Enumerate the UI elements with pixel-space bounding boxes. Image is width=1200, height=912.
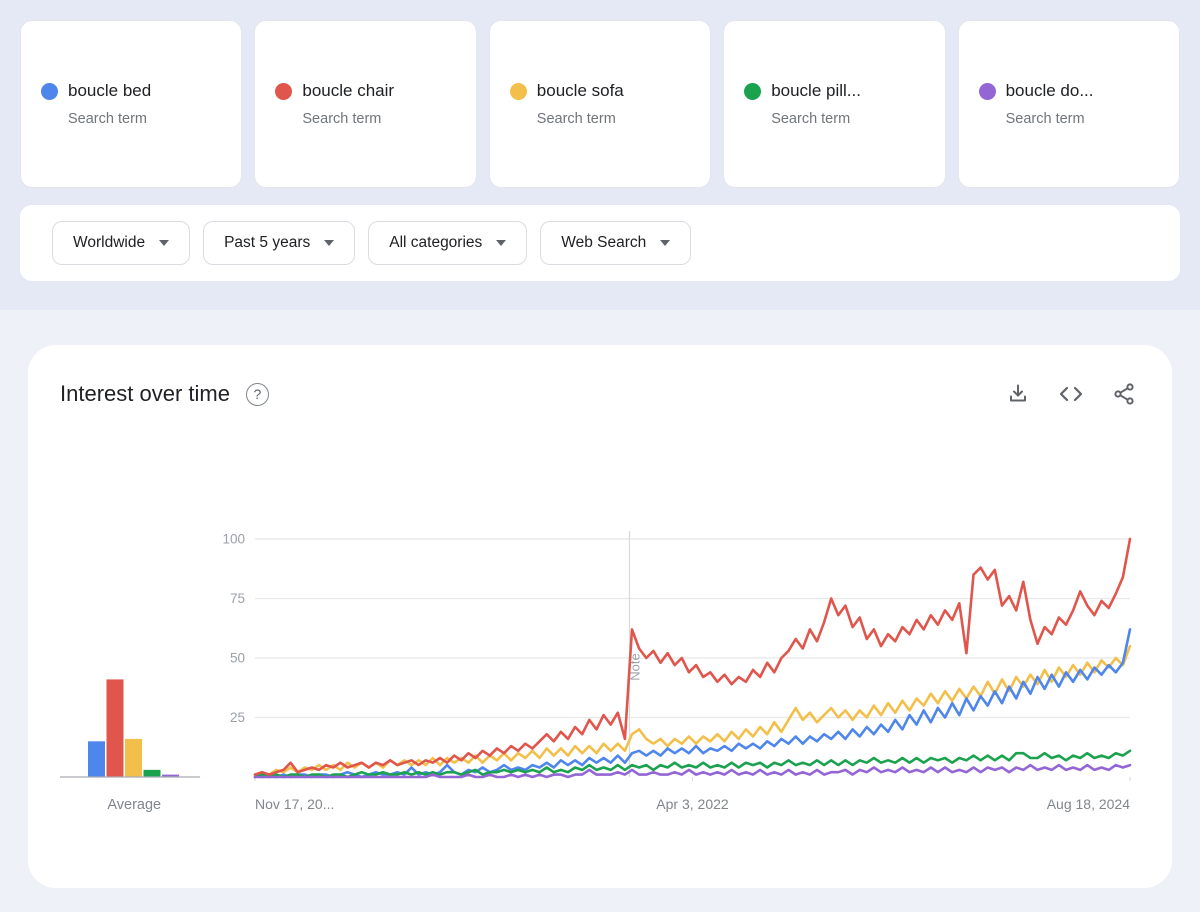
trend-line-chart[interactable]: 100 75 50 25 Note Nov 17, 20... Apr 3, 2022 Aug… bbox=[210, 527, 1140, 832]
search-terms-row: boucle bed Search term boucle chair Sear… bbox=[20, 20, 1180, 188]
term-label: boucle do... bbox=[1005, 81, 1094, 100]
term-type-label: Search term bbox=[302, 111, 382, 127]
average-chart-svg: Average bbox=[60, 679, 200, 813]
filters-bar: Worldwide Past 5 years All categories We… bbox=[20, 205, 1180, 281]
svg-text:Aug 18, 2024: Aug 18, 2024 bbox=[1047, 796, 1131, 812]
search-type-filter-label: Web Search bbox=[561, 234, 647, 251]
chevron-down-icon bbox=[159, 240, 170, 246]
term-type-label: Search term bbox=[68, 111, 147, 127]
average-bar-chart: Average bbox=[60, 527, 210, 832]
series-color-dot bbox=[41, 82, 58, 100]
svg-text:75: 75 bbox=[230, 591, 245, 606]
term-label: boucle sofa bbox=[536, 81, 624, 100]
time-range-filter-label: Past 5 years bbox=[224, 234, 311, 251]
embed-icon[interactable] bbox=[1058, 382, 1084, 406]
interest-over-time-card: Interest over time ? bbox=[28, 345, 1172, 888]
svg-text:25: 25 bbox=[230, 710, 245, 725]
term-type-label: Search term bbox=[1005, 111, 1085, 127]
chevron-down-icon bbox=[496, 240, 507, 246]
svg-text:Apr 3, 2022: Apr 3, 2022 bbox=[656, 796, 729, 812]
search-type-filter-dropdown[interactable]: Web Search bbox=[540, 221, 692, 265]
series-color-dot bbox=[509, 82, 527, 100]
term-label: boucle chair bbox=[302, 81, 395, 100]
chevron-down-icon bbox=[660, 240, 671, 246]
term-card-boucle-sofa[interactable]: boucle sofa Search term bbox=[488, 20, 712, 188]
term-type-label: Search term bbox=[536, 111, 616, 127]
time-range-filter-dropdown[interactable]: Past 5 years bbox=[203, 221, 356, 265]
series-color-dot bbox=[275, 82, 293, 100]
results-section: Interest over time ? bbox=[0, 310, 1200, 912]
svg-text:50: 50 bbox=[230, 651, 245, 666]
geo-filter-label: Worldwide bbox=[73, 234, 146, 251]
download-icon[interactable] bbox=[1006, 382, 1030, 406]
share-icon[interactable] bbox=[1112, 382, 1136, 406]
query-header-section: boucle bed Search term boucle chair Sear… bbox=[0, 0, 1200, 310]
category-filter-dropdown[interactable]: All categories bbox=[368, 221, 528, 265]
svg-text:100: 100 bbox=[222, 532, 245, 547]
term-card-boucle-bed[interactable]: boucle bed Search term bbox=[20, 20, 243, 188]
term-type-label: Search term bbox=[771, 111, 851, 127]
help-icon[interactable]: ? bbox=[245, 382, 269, 406]
category-filter-label: All categories bbox=[389, 234, 483, 251]
term-label: boucle pill... bbox=[771, 81, 861, 100]
term-card-boucle-pillow[interactable]: boucle pill... Search term bbox=[723, 20, 946, 188]
series-color-dot bbox=[978, 82, 996, 100]
term-label: boucle bed bbox=[68, 81, 152, 100]
svg-text:Nov 17, 20...: Nov 17, 20... bbox=[255, 796, 334, 812]
chart-title: Interest over time bbox=[60, 381, 230, 406]
term-card-boucle-chair[interactable]: boucle chair Search term bbox=[254, 20, 477, 188]
chevron-down-icon bbox=[324, 240, 335, 246]
series-color-dot bbox=[744, 82, 762, 100]
term-card-boucle-dog[interactable]: boucle do... Search term bbox=[957, 20, 1180, 188]
geo-filter-dropdown[interactable]: Worldwide bbox=[52, 221, 191, 265]
svg-text:Average: Average bbox=[107, 797, 161, 813]
